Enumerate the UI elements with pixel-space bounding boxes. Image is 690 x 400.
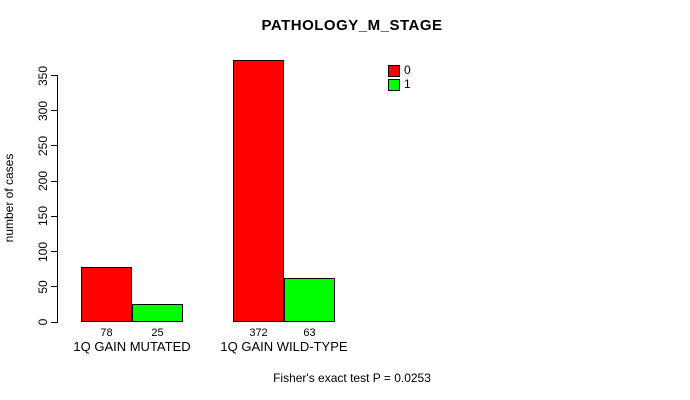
legend-swatch: [388, 64, 400, 77]
y-tick-label: 0: [36, 318, 50, 326]
y-axis-line: [57, 75, 58, 323]
y-tick-mark: [51, 75, 57, 76]
y-tick-mark: [51, 110, 57, 112]
y-tick-mark: [51, 145, 57, 147]
y-tick-mark: [51, 321, 57, 323]
category-label: 1Q GAIN WILD-TYPE: [220, 339, 348, 354]
chart-title: PATHOLOGY_M_STAGE: [261, 17, 443, 34]
y-tick-label: 300: [36, 100, 50, 121]
bar-value-label: 78: [100, 327, 113, 339]
y-tick-label: 100: [36, 241, 50, 262]
footer-stat-text: Fisher's exact test P = 0.0253: [273, 371, 431, 385]
y-tick-mark: [51, 180, 57, 182]
bar: [284, 277, 335, 322]
y-axis-label: number of cases: [2, 153, 16, 243]
bar-value-label: 372: [249, 327, 268, 339]
bar: [81, 267, 132, 322]
legend-label: 0: [404, 63, 411, 77]
legend-item: 0: [388, 64, 411, 77]
bar: [132, 304, 183, 322]
bar-value-label: 25: [151, 327, 164, 339]
y-tick-mark: [51, 251, 57, 253]
bar: [233, 60, 284, 322]
y-tick-mark: [51, 286, 57, 288]
legend-label: 1: [404, 77, 411, 91]
legend: 0 1: [388, 64, 411, 91]
legend-swatch: [388, 78, 400, 91]
y-tick-mark: [51, 215, 57, 217]
y-tick-label: 50: [36, 280, 50, 294]
category-label: 1Q GAIN MUTATED: [73, 339, 191, 354]
legend-item: 1: [388, 78, 411, 91]
bar-value-label: 63: [303, 327, 316, 339]
y-tick-label: 200: [36, 171, 50, 192]
y-tick-label: 250: [36, 135, 50, 156]
y-tick-label: 150: [36, 206, 50, 227]
y-tick-label: 350: [36, 65, 50, 86]
